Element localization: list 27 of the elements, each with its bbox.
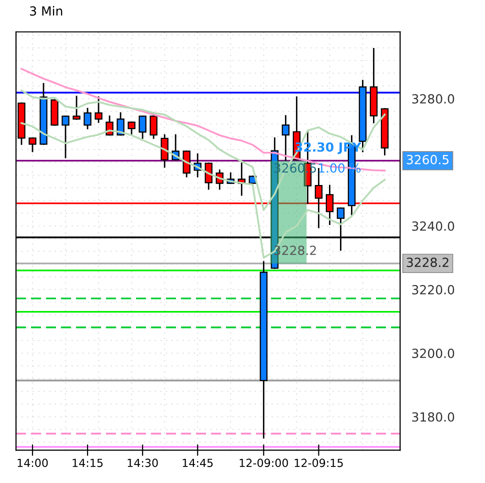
candlestick	[160, 134, 168, 168]
candlestick	[84, 108, 92, 130]
y-tick-label: 3180.0	[412, 412, 454, 422]
candlestick	[72, 96, 80, 120]
candlestick	[138, 115, 146, 139]
candlestick	[28, 137, 36, 152]
y-tick-label: 3280.0	[412, 94, 454, 104]
chart-title: 3 Min	[30, 6, 62, 16]
line-series	[20, 68, 386, 172]
y-tick-label: 3220.0	[412, 284, 454, 294]
line-series	[20, 90, 386, 211]
x-tick-label: 14:00	[18, 458, 48, 468]
candlestick	[116, 112, 124, 136]
x-tick-label: 14:15	[72, 458, 103, 468]
x-tick-label: 14:30	[128, 458, 158, 468]
y-tick-label: 3200.0	[412, 348, 454, 358]
annotation: 1.00 %	[318, 163, 361, 173]
x-tick-label: 12-09:00	[240, 458, 288, 468]
candlestick	[94, 96, 102, 123]
x-tick-label: 14:45	[182, 458, 213, 468]
y-tick-label: 3240.0	[412, 221, 454, 231]
candlestick	[62, 115, 70, 158]
x-tick-label: 12-09:15	[294, 458, 343, 468]
candlestick	[282, 115, 290, 162]
ref-line-label: 3228.2	[406, 258, 448, 268]
ref-line-label: 3260.5	[406, 154, 449, 164]
candlestick	[128, 122, 136, 136]
